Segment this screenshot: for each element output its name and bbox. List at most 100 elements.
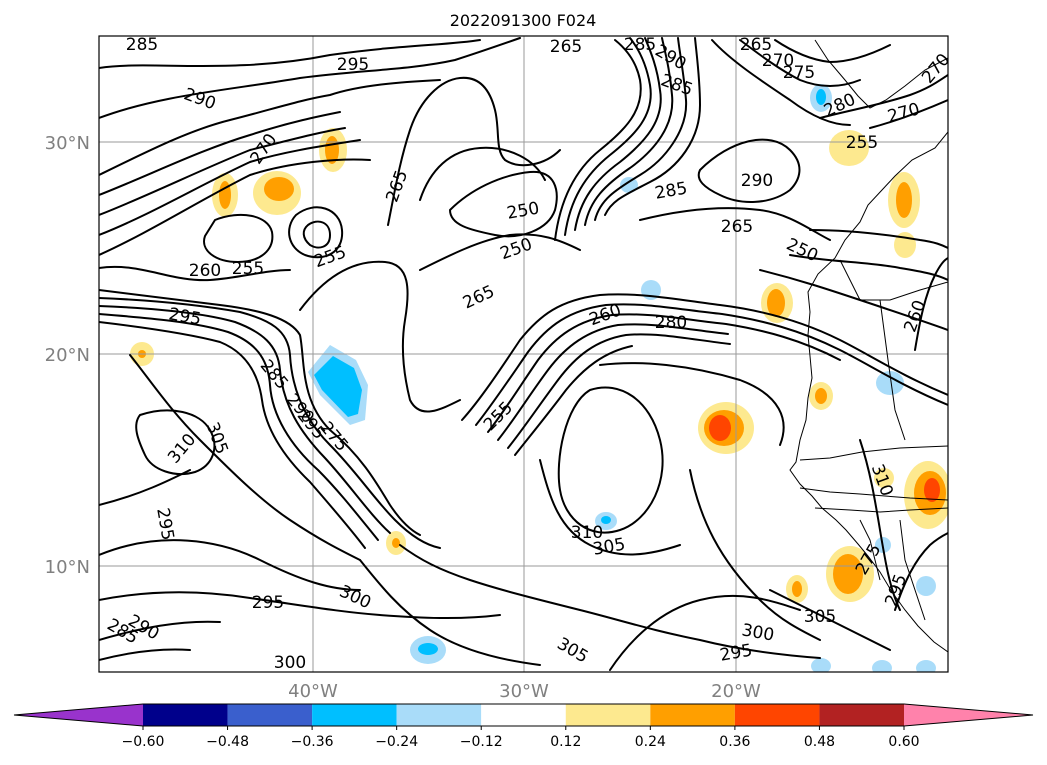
contour-label: 305 — [804, 607, 836, 627]
colorbar-segment — [819, 704, 904, 726]
contour-line — [99, 265, 291, 282]
lat-tick-label: 20°N — [45, 345, 90, 366]
contour-line — [475, 303, 948, 426]
contour-label: 285 — [126, 35, 158, 55]
colorbar-tick-label: −0.60 — [122, 734, 165, 750]
contour-label: 265 — [740, 35, 772, 55]
contour-label: 280 — [655, 313, 687, 333]
contour-line — [639, 207, 831, 241]
contour-label: 265 — [550, 37, 582, 57]
contour-line — [99, 321, 366, 549]
lat-tick-label: 30°N — [45, 133, 90, 154]
contour-line — [419, 233, 581, 271]
colorbar-segment — [481, 704, 566, 726]
contour-label: 265 — [721, 217, 753, 237]
contour-label: 310 — [571, 523, 603, 543]
shade-patch — [792, 581, 802, 597]
lon-axis: 40°W 30°W 20°W — [288, 681, 761, 702]
contour-line — [769, 589, 891, 651]
contour-line — [599, 362, 785, 446]
colorbar-tick-label: −0.48 — [206, 734, 249, 750]
contour-line — [99, 539, 361, 591]
contour-line — [99, 648, 191, 661]
colorbar-extend-max — [904, 704, 1033, 726]
contour-line — [609, 594, 801, 671]
contour-line — [99, 620, 221, 641]
contour-line — [604, 37, 701, 216]
contour-line — [514, 345, 633, 456]
contour-line — [288, 206, 344, 259]
shade-patch — [916, 660, 936, 672]
contour-line — [697, 138, 801, 203]
contour-line — [203, 213, 274, 263]
shade-patch — [896, 182, 912, 218]
colorbar-tick-label: 0.60 — [888, 734, 919, 750]
contour-label: 275 — [783, 63, 815, 83]
shade-patch — [620, 177, 638, 193]
border-line — [859, 519, 881, 581]
colorbar-segment — [565, 704, 651, 726]
colorbar-segment — [650, 704, 735, 726]
contour-line — [99, 139, 361, 236]
map-title: 2022091300 F024 — [450, 11, 597, 30]
contour-line — [461, 293, 948, 421]
contour-line — [711, 39, 851, 126]
shade-patch — [874, 468, 894, 488]
shade-patch — [264, 177, 294, 201]
contour-line — [419, 146, 546, 201]
contour-line — [299, 260, 461, 413]
contour-label: 285 — [624, 35, 656, 55]
colorbar-segment — [227, 704, 313, 726]
shade-patch — [811, 658, 831, 672]
contour-line — [99, 79, 441, 176]
contour-line — [135, 409, 216, 475]
contour-line — [564, 37, 652, 236]
contour-line — [859, 439, 901, 611]
contour-line — [557, 386, 664, 534]
coast-line — [814, 39, 948, 109]
border-line — [879, 299, 906, 441]
shade-patch — [829, 130, 869, 166]
contour-line — [302, 220, 331, 249]
shade-patch — [709, 415, 731, 441]
contour-line — [809, 229, 948, 249]
contour-line — [594, 37, 688, 221]
colorbar-tick-label: 0.24 — [635, 734, 666, 750]
colorbar: −0.60 −0.48 −0.36 −0.24 −0.12 0.12 0.24 0.36 0.4… — [13, 703, 1034, 750]
shade-patch — [876, 371, 904, 395]
shade-patch — [816, 89, 826, 105]
colorbar-tick-label: 0.36 — [719, 734, 750, 750]
contour-line — [387, 76, 561, 226]
contour-line — [869, 99, 948, 129]
lat-tick-label: 10°N — [45, 557, 90, 578]
colorbar-segment — [312, 704, 397, 726]
map-panel: 285 295 290 265 285 290 265 270 275 280 … — [98, 35, 949, 673]
contour-line — [99, 289, 421, 536]
colorbar-segment — [396, 704, 482, 726]
contour-line — [99, 591, 501, 620]
contour-line — [574, 37, 662, 231]
contour-label: 290 — [741, 171, 773, 191]
contour-line — [689, 469, 821, 641]
contour-line — [99, 158, 371, 256]
colorbar-tick-label: −0.24 — [375, 734, 418, 750]
contour-line — [497, 323, 729, 441]
contour-line — [99, 39, 481, 69]
graticule — [99, 36, 948, 672]
shade-patch — [767, 289, 785, 317]
contour-line — [739, 39, 861, 87]
shade-patch — [916, 576, 936, 596]
contour-label: 300 — [274, 653, 306, 673]
contour-line — [99, 297, 441, 549]
border-line — [814, 507, 948, 513]
contour-line — [487, 313, 841, 433]
colorbar-segment — [143, 704, 228, 726]
contour-line — [774, 39, 891, 63]
contour-line — [99, 313, 379, 541]
shade-patch — [219, 181, 231, 209]
shade-patch — [314, 356, 362, 417]
map-frame — [98, 35, 949, 673]
contour-line — [449, 170, 558, 238]
shade-patch — [815, 388, 827, 404]
